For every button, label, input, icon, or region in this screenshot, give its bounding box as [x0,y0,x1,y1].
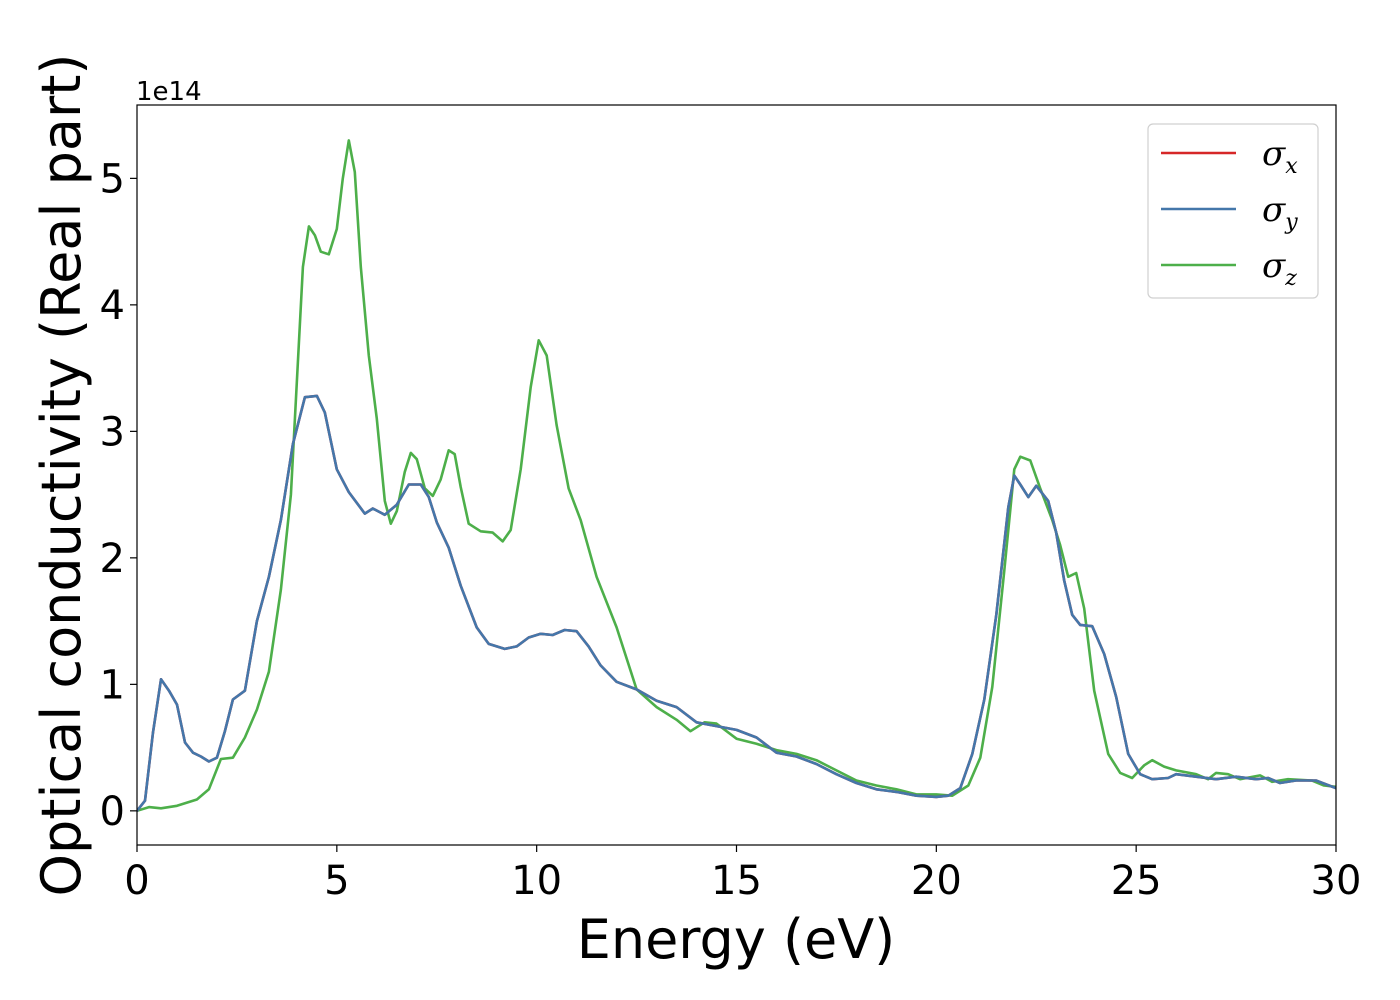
legend-label-z: σz [1262,246,1297,291]
x-tick-label: 30 [1311,858,1362,904]
legend-label-y: σy [1262,190,1298,235]
series-line-y [137,394,1336,813]
x-tick-label: 0 [124,858,149,904]
y-tick-label: 1 [100,662,125,708]
y-tick-label: 2 [100,536,125,582]
series-line-z [137,139,1336,813]
x-axis-label: Energy (eV) [577,908,896,971]
plot-area [137,139,1336,813]
x-tick-label: 15 [711,858,762,904]
y-tick-label: 5 [100,156,125,202]
y-offset-label: 1e14 [136,77,202,107]
legend-box [1147,123,1319,299]
legend: σx σy σz [1147,123,1319,299]
y-axis-label: Optical conductivity (Real part) [30,54,93,897]
y-axis: 0 1 2 3 4 5 [100,156,137,835]
y-tick-label: 3 [100,409,125,455]
x-tick-label: 20 [911,858,962,904]
x-tick-label: 25 [1111,858,1162,904]
legend-label-x: σx [1262,134,1298,179]
y-tick-label: 0 [100,789,125,835]
y-tick-label: 4 [100,283,125,329]
x-tick-label: 5 [324,858,349,904]
x-tick-label: 10 [511,858,562,904]
x-axis: 0 5 10 15 20 25 30 [124,845,1361,904]
